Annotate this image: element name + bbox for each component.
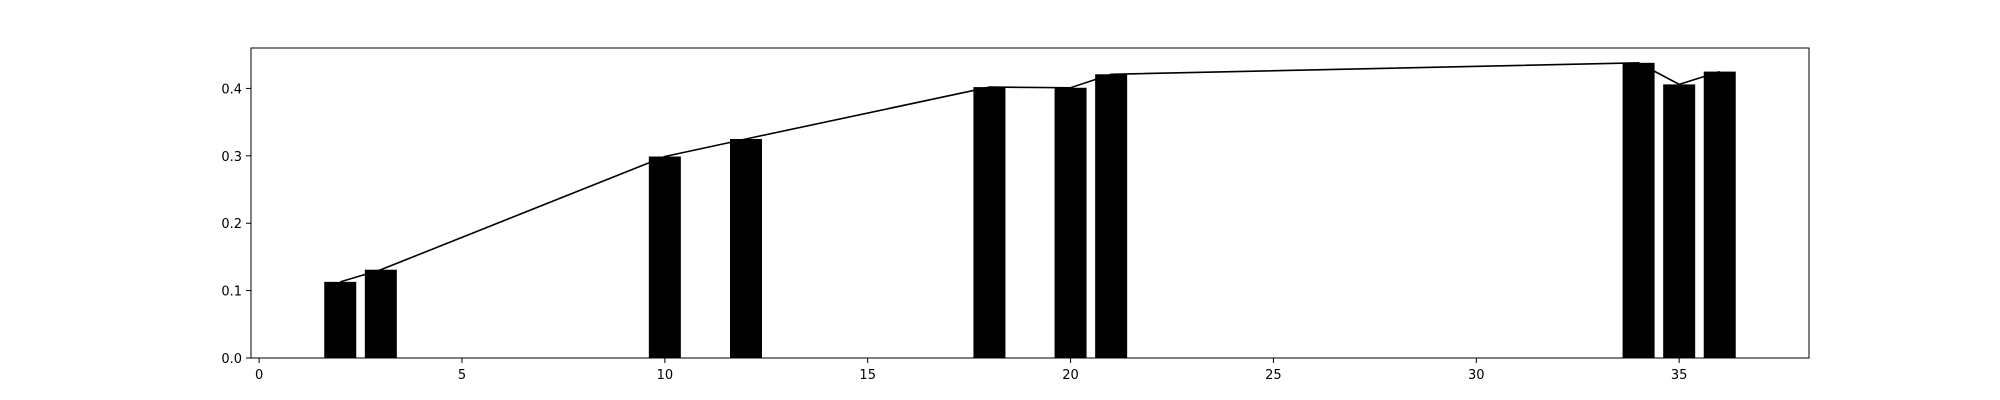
x-tick-label: 35: [1671, 368, 1688, 383]
line-layer: [340, 62, 1720, 283]
bar: [1622, 62, 1655, 358]
axes-layer: 0 5 10 15 20 25 30 35 0.0 0.1 0.2 0.3 0.4: [221, 47, 1810, 383]
bar: [729, 138, 762, 358]
bar: [1703, 71, 1736, 358]
x-tick-label: 0: [255, 368, 263, 383]
y-tick-label: 0.1: [221, 285, 242, 300]
x-tick-label: 10: [657, 368, 674, 383]
y-tick-label: 0.0: [221, 352, 242, 367]
axes-frame: [250, 47, 1810, 359]
x-tick-label: 20: [1062, 368, 1079, 383]
y-tick-label: 0.4: [221, 82, 242, 97]
bar: [364, 269, 397, 358]
x-tick-label: 15: [859, 368, 876, 383]
bar: [648, 156, 681, 358]
series-line: [340, 62, 1720, 283]
bar: [973, 87, 1006, 358]
y-tick-label: 0.3: [221, 150, 242, 165]
bar: [1095, 74, 1128, 358]
bar: [1054, 87, 1087, 358]
x-tick-label: 5: [458, 368, 466, 383]
x-tick-label: 30: [1468, 368, 1485, 383]
bar: [324, 281, 357, 358]
bar: [1663, 84, 1696, 358]
x-tick-label: 25: [1265, 368, 1282, 383]
bars-layer: [324, 62, 1736, 358]
y-tick-label: 0.2: [221, 217, 242, 232]
